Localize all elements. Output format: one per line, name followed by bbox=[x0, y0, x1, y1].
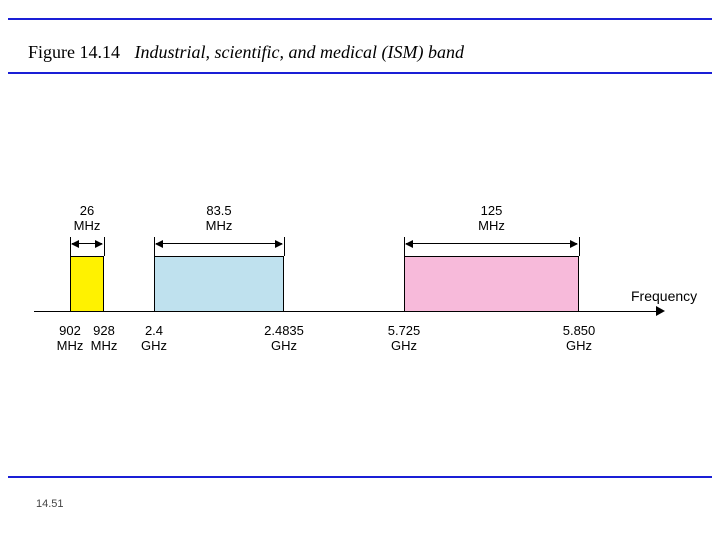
ism-band-diagram: Frequency 26MHz902MHz928MHz83.5MHz2.4GHz… bbox=[34, 140, 686, 360]
bandwidth-label: 125MHz bbox=[478, 204, 505, 234]
dim-arrow-right-icon bbox=[275, 240, 283, 248]
figure-caption: Industrial, scientific, and medical (ISM… bbox=[135, 42, 464, 62]
freq-label-left: 902MHz bbox=[57, 324, 84, 354]
figure-title: Figure 14.14 Industrial, scientific, and… bbox=[28, 42, 464, 63]
dim-stop bbox=[284, 237, 285, 256]
bw-unit: MHz bbox=[206, 219, 233, 234]
dim-stop bbox=[579, 237, 580, 256]
bw-unit: MHz bbox=[478, 219, 505, 234]
dim-arrow-left-icon bbox=[71, 240, 79, 248]
bandwidth-dim-line bbox=[156, 243, 282, 244]
freq-label-left: 2.4GHz bbox=[141, 324, 167, 354]
bw-value: 125 bbox=[478, 204, 505, 219]
band-2400 bbox=[154, 256, 284, 312]
dim-arrow-left-icon bbox=[155, 240, 163, 248]
freq-label-left: 5.725GHz bbox=[388, 324, 421, 354]
axis-arrow-icon bbox=[656, 306, 665, 316]
dim-arrow-right-icon bbox=[570, 240, 578, 248]
figure-number: Figure 14.14 bbox=[28, 42, 120, 62]
freq-label-right: 2.4835GHz bbox=[264, 324, 304, 354]
band-902 bbox=[70, 256, 104, 312]
bandwidth-dim-line bbox=[406, 243, 577, 244]
title-underline bbox=[8, 72, 712, 74]
dim-stop bbox=[104, 237, 105, 256]
axis-title: Frequency bbox=[631, 288, 697, 304]
dim-arrow-left-icon bbox=[405, 240, 413, 248]
bw-value: 83.5 bbox=[206, 204, 233, 219]
bandwidth-label: 83.5MHz bbox=[206, 204, 233, 234]
band-5725 bbox=[404, 256, 579, 312]
bottom-rule bbox=[8, 476, 712, 478]
freq-label-right: 5.850GHz bbox=[563, 324, 596, 354]
top-rule bbox=[8, 18, 712, 20]
bw-value: 26 bbox=[74, 204, 101, 219]
dim-arrow-right-icon bbox=[95, 240, 103, 248]
bw-unit: MHz bbox=[74, 219, 101, 234]
bandwidth-label: 26MHz bbox=[74, 204, 101, 234]
page-number: 14.51 bbox=[36, 498, 64, 510]
freq-label-right: 928MHz bbox=[91, 324, 118, 354]
